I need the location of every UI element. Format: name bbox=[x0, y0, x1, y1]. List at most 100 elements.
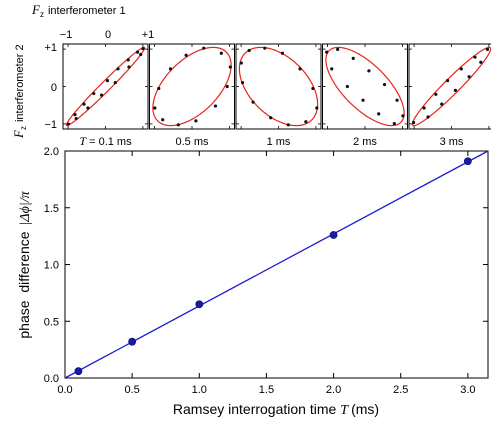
ellipse-data-point bbox=[184, 53, 188, 57]
ellipse-data-point bbox=[325, 50, 329, 54]
linear-fit-line bbox=[64, 150, 489, 379]
ellipse-data-point bbox=[240, 80, 245, 85]
ellipse-data-point bbox=[247, 48, 251, 53]
ellipse-data-point bbox=[116, 67, 120, 71]
panel-frame bbox=[408, 43, 491, 130]
ellipse-panel: 0.5 ms bbox=[149, 43, 235, 148]
ellipse-data-point bbox=[280, 51, 285, 55]
ellipse-data-point bbox=[161, 118, 165, 122]
main-x-axis-title: Ramsey interrogation time T (ms) bbox=[173, 401, 379, 418]
ellipse-data-point bbox=[336, 47, 340, 51]
ellipse-data-point bbox=[382, 82, 387, 87]
panel-label: 2 ms bbox=[353, 136, 377, 148]
phase-data-point bbox=[329, 231, 338, 239]
ellipse-data-point bbox=[445, 79, 450, 83]
ellipse-data-point bbox=[286, 123, 290, 127]
main-x-tick-label: 2.0 bbox=[326, 384, 341, 396]
panel-label: 3 ms bbox=[440, 136, 464, 148]
main-x-tick-label: 1.5 bbox=[259, 384, 274, 396]
top-x-axis-title: Fz interferometer 1 bbox=[31, 2, 126, 19]
phase-data-point bbox=[128, 337, 137, 346]
ellipse-data-point bbox=[202, 46, 206, 50]
ellipse-data-point bbox=[225, 84, 229, 89]
ellipse-data-point bbox=[113, 80, 117, 85]
main-y-tick-label: 1.5 bbox=[44, 203, 59, 215]
top-y-tick-labels: +1 0 −1 bbox=[44, 42, 57, 131]
ellipse-data-point bbox=[66, 122, 70, 126]
main-x-tick-label: 2.5 bbox=[393, 384, 408, 396]
ellipse-data-point bbox=[422, 106, 426, 110]
ellipse-panel: 1 ms bbox=[235, 43, 322, 148]
ellipse-data-point bbox=[92, 91, 96, 96]
ellipse-data-point bbox=[467, 75, 471, 79]
ellipse-data-point bbox=[168, 67, 173, 71]
top-x-tick-label: −1 bbox=[60, 29, 73, 41]
ellipse-data-point bbox=[395, 98, 399, 102]
top-y-axis-title: Fzinterferometer 2 bbox=[11, 44, 28, 139]
ellipse-panel: 3 ms bbox=[408, 43, 491, 148]
panel-label: 0.5 ms bbox=[175, 136, 209, 148]
ellipse-data-point bbox=[485, 47, 490, 51]
ellipse-panels: T = 0.1 ms 0.5 ms 1 ms 2 ms 3 ms bbox=[62, 43, 491, 148]
top-x-tick-label: +1 bbox=[142, 29, 155, 41]
panel-label: 1 ms bbox=[267, 136, 291, 148]
ellipse-data-point bbox=[345, 84, 349, 89]
ellipse-data-point bbox=[269, 116, 273, 120]
ellipse-data-point bbox=[440, 102, 444, 106]
panel-label: T = 0.1 ms bbox=[79, 134, 132, 148]
ellipse-panel: T = 0.1 ms bbox=[62, 43, 149, 148]
ellipse-data-point bbox=[311, 86, 315, 91]
ellipse-data-point bbox=[127, 65, 131, 69]
ellipse-data-point bbox=[426, 115, 430, 119]
main-y-tick-label: 2.0 bbox=[44, 146, 59, 158]
ellipse-data-point bbox=[126, 58, 130, 62]
ellipse-fit bbox=[411, 46, 491, 127]
ellipse-data-point bbox=[298, 67, 302, 71]
ellipse-data-point bbox=[105, 79, 110, 83]
ellipse-fit bbox=[325, 46, 405, 127]
main-x-tick-label: 0.5 bbox=[124, 384, 139, 396]
ellipse-data-point bbox=[401, 114, 405, 118]
ellipse-data-point bbox=[194, 119, 198, 123]
ellipse-fit bbox=[65, 46, 146, 127]
ellipse-data-point bbox=[434, 92, 438, 96]
top-y-tick-label: −1 bbox=[44, 119, 57, 131]
main-x-ticks: 0.0 0.5 1.0 1.5 2.0 2.5 3.0 bbox=[57, 151, 476, 396]
top-x-tick-label: 0 bbox=[105, 29, 111, 41]
ellipse-data-point bbox=[157, 86, 161, 91]
phase-data-point bbox=[463, 157, 472, 166]
ellipse-data-point bbox=[411, 120, 416, 125]
ellipse-data-point bbox=[99, 93, 104, 97]
ellipse-data-point bbox=[392, 122, 396, 126]
ellipse-data-point bbox=[74, 116, 78, 121]
ellipse-data-point bbox=[315, 106, 319, 110]
ellipse-data-point bbox=[176, 123, 180, 127]
ellipse-data-point bbox=[139, 52, 143, 57]
ellipse-data-point bbox=[153, 106, 157, 110]
ellipse-data-point bbox=[141, 46, 145, 51]
top-x-tick-labels: −1 0 +1 bbox=[60, 29, 155, 41]
ellipse-data-point bbox=[213, 104, 218, 108]
top-y-tick-label: 0 bbox=[51, 82, 57, 94]
phase-data-point bbox=[74, 367, 83, 376]
ellipse-data-point bbox=[82, 102, 86, 106]
ellipse-data-point bbox=[351, 56, 355, 60]
ellipse-data-point bbox=[251, 100, 255, 104]
panel-frame bbox=[62, 43, 149, 130]
phase-difference-chart: 0.0 0.5 1.0 1.5 2.0 2.5 3.0 0.0 0.5 1.0 1.5 2.0 Ra… bbox=[16, 146, 489, 418]
main-y-axis-title: phase difference|Δϕ|/π bbox=[16, 190, 33, 338]
top-y-tick-label: +1 bbox=[44, 42, 57, 54]
ellipse-data-point bbox=[479, 60, 483, 64]
ellipse-data-point bbox=[459, 67, 463, 71]
ellipse-data-point bbox=[239, 61, 243, 65]
ellipse-fit bbox=[152, 46, 232, 127]
ellipse-data-point bbox=[330, 67, 334, 71]
ellipse-data-point bbox=[86, 106, 90, 110]
ellipse-data-point bbox=[453, 88, 458, 93]
main-y-ticks: 0.0 0.5 1.0 1.5 2.0 bbox=[44, 146, 488, 385]
main-x-tick-label: 3.0 bbox=[460, 384, 475, 396]
panel-frame bbox=[235, 43, 322, 130]
main-series bbox=[64, 150, 489, 379]
main-y-tick-label: 0.0 bbox=[44, 373, 59, 385]
